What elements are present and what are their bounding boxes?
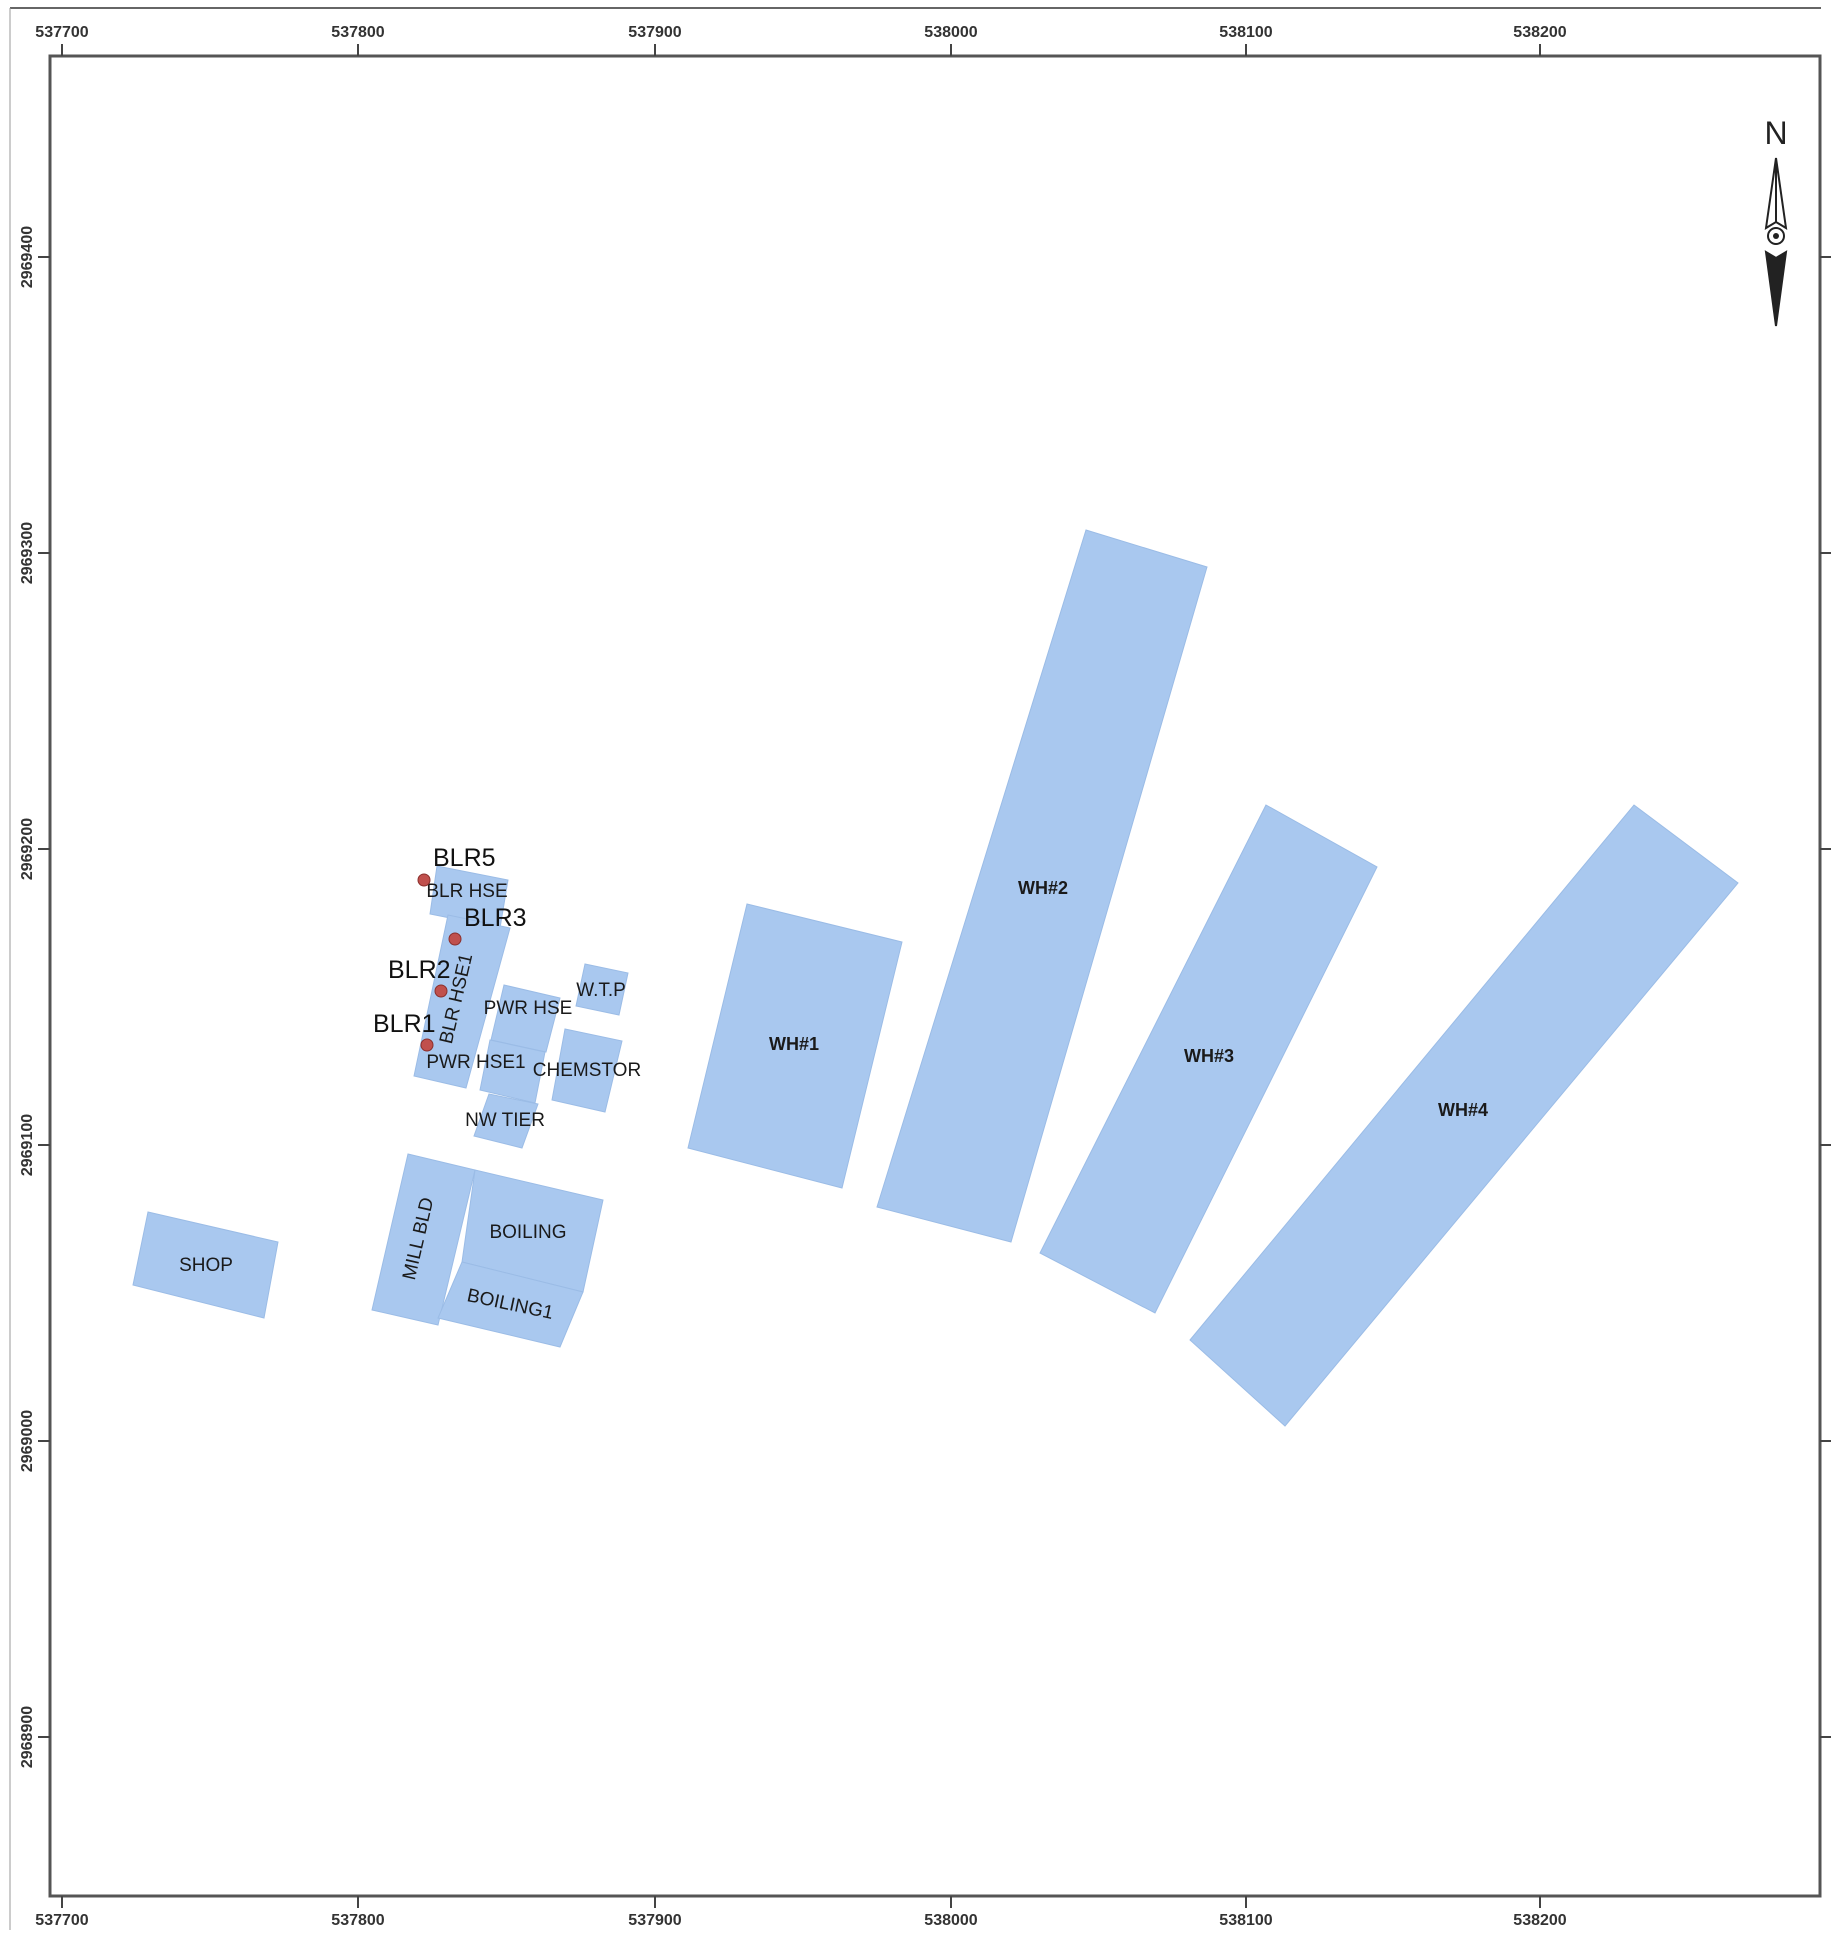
building-wh4[interactable] (1189, 804, 1739, 1427)
building-label-nw-tier: NW TIER (465, 1110, 545, 1131)
x-tick-label: 538100 (1219, 1912, 1272, 1929)
building-wh2[interactable] (876, 529, 1208, 1243)
point-labels: BLR5 BLR3 BLR2 BLR1 (373, 844, 527, 1038)
point-blr2[interactable] (434, 984, 448, 998)
north-label: N (1764, 115, 1787, 151)
point-label-blr1: BLR1 (373, 1010, 436, 1038)
x-tick-label: 537800 (331, 1912, 384, 1929)
map-frame (48, 54, 1822, 1898)
building-wh3[interactable] (1039, 804, 1378, 1314)
buildings-layer (132, 529, 1739, 1427)
building-boiling1[interactable] (437, 1261, 584, 1348)
point-blr1[interactable] (420, 1038, 434, 1052)
y-tick-label: 2969100 (19, 1114, 36, 1176)
y-tick-label: 2969200 (19, 818, 36, 880)
x-axis-bottom: 537700 537800 537900 538000 538100 53820… (35, 1896, 1567, 1929)
x-tick-label: 537700 (35, 1912, 88, 1929)
point-blr5[interactable] (417, 873, 431, 887)
x-tick-label: 538100 (1219, 24, 1272, 41)
y-axis-left: 2969400 2969300 2969200 2969100 2969000 … (19, 226, 50, 1768)
building-mill-bld[interactable] (371, 1153, 476, 1326)
points-layer (417, 873, 462, 1052)
building-label-blr-hse: BLR HSE (426, 881, 507, 902)
x-tick-label: 537800 (331, 24, 384, 41)
building-blr-hse1[interactable] (413, 914, 511, 1089)
x-tick-label: 538000 (924, 1912, 977, 1929)
building-label-wh4: WH#4 (1438, 1100, 1488, 1120)
point-label-blr3: BLR3 (464, 904, 527, 932)
x-tick-label: 538000 (924, 24, 977, 41)
building-label-wh2: WH#2 (1018, 878, 1068, 898)
y-tick-label: 2969000 (19, 1410, 36, 1472)
x-tick-label: 537900 (628, 24, 681, 41)
x-tick-label: 538200 (1513, 1912, 1566, 1929)
y-tick-label: 2968900 (19, 1706, 36, 1768)
y-tick-label: 2969300 (19, 522, 36, 584)
building-label-wh1: WH#1 (769, 1034, 819, 1054)
point-blr3[interactable] (448, 932, 462, 946)
x-tick-label: 537700 (35, 24, 88, 41)
building-nw-tier[interactable] (473, 1093, 539, 1149)
building-label-w-t-p: W.T.P (576, 980, 626, 1001)
point-label-blr5: BLR5 (433, 844, 496, 872)
building-pwr-hse[interactable] (490, 984, 561, 1053)
building-label-wh3: WH#3 (1184, 1046, 1234, 1066)
building-wh1[interactable] (687, 903, 903, 1189)
building-w-t-p[interactable] (575, 963, 629, 1016)
point-label-blr2: BLR2 (388, 956, 451, 984)
y-axis-right (1820, 256, 1831, 1738)
building-label-chemstor: CHEMSTOR (533, 1060, 641, 1081)
building-shop[interactable] (132, 1211, 279, 1319)
y-tick-label: 2969400 (19, 226, 36, 288)
x-tick-label: 537900 (628, 1912, 681, 1929)
x-axis-top: 537700 537800 537900 538000 538100 53820… (35, 24, 1567, 56)
building-label-pwr-hse1: PWR HSE1 (426, 1052, 525, 1073)
x-tick-label: 538200 (1513, 24, 1566, 41)
building-label-shop: SHOP (179, 1255, 233, 1276)
building-chemstor[interactable] (551, 1028, 623, 1113)
north-arrow-icon: N (1764, 115, 1788, 327)
building-label-pwr-hse: PWR HSE (484, 998, 573, 1019)
building-label-boiling: BOILING (489, 1222, 566, 1243)
